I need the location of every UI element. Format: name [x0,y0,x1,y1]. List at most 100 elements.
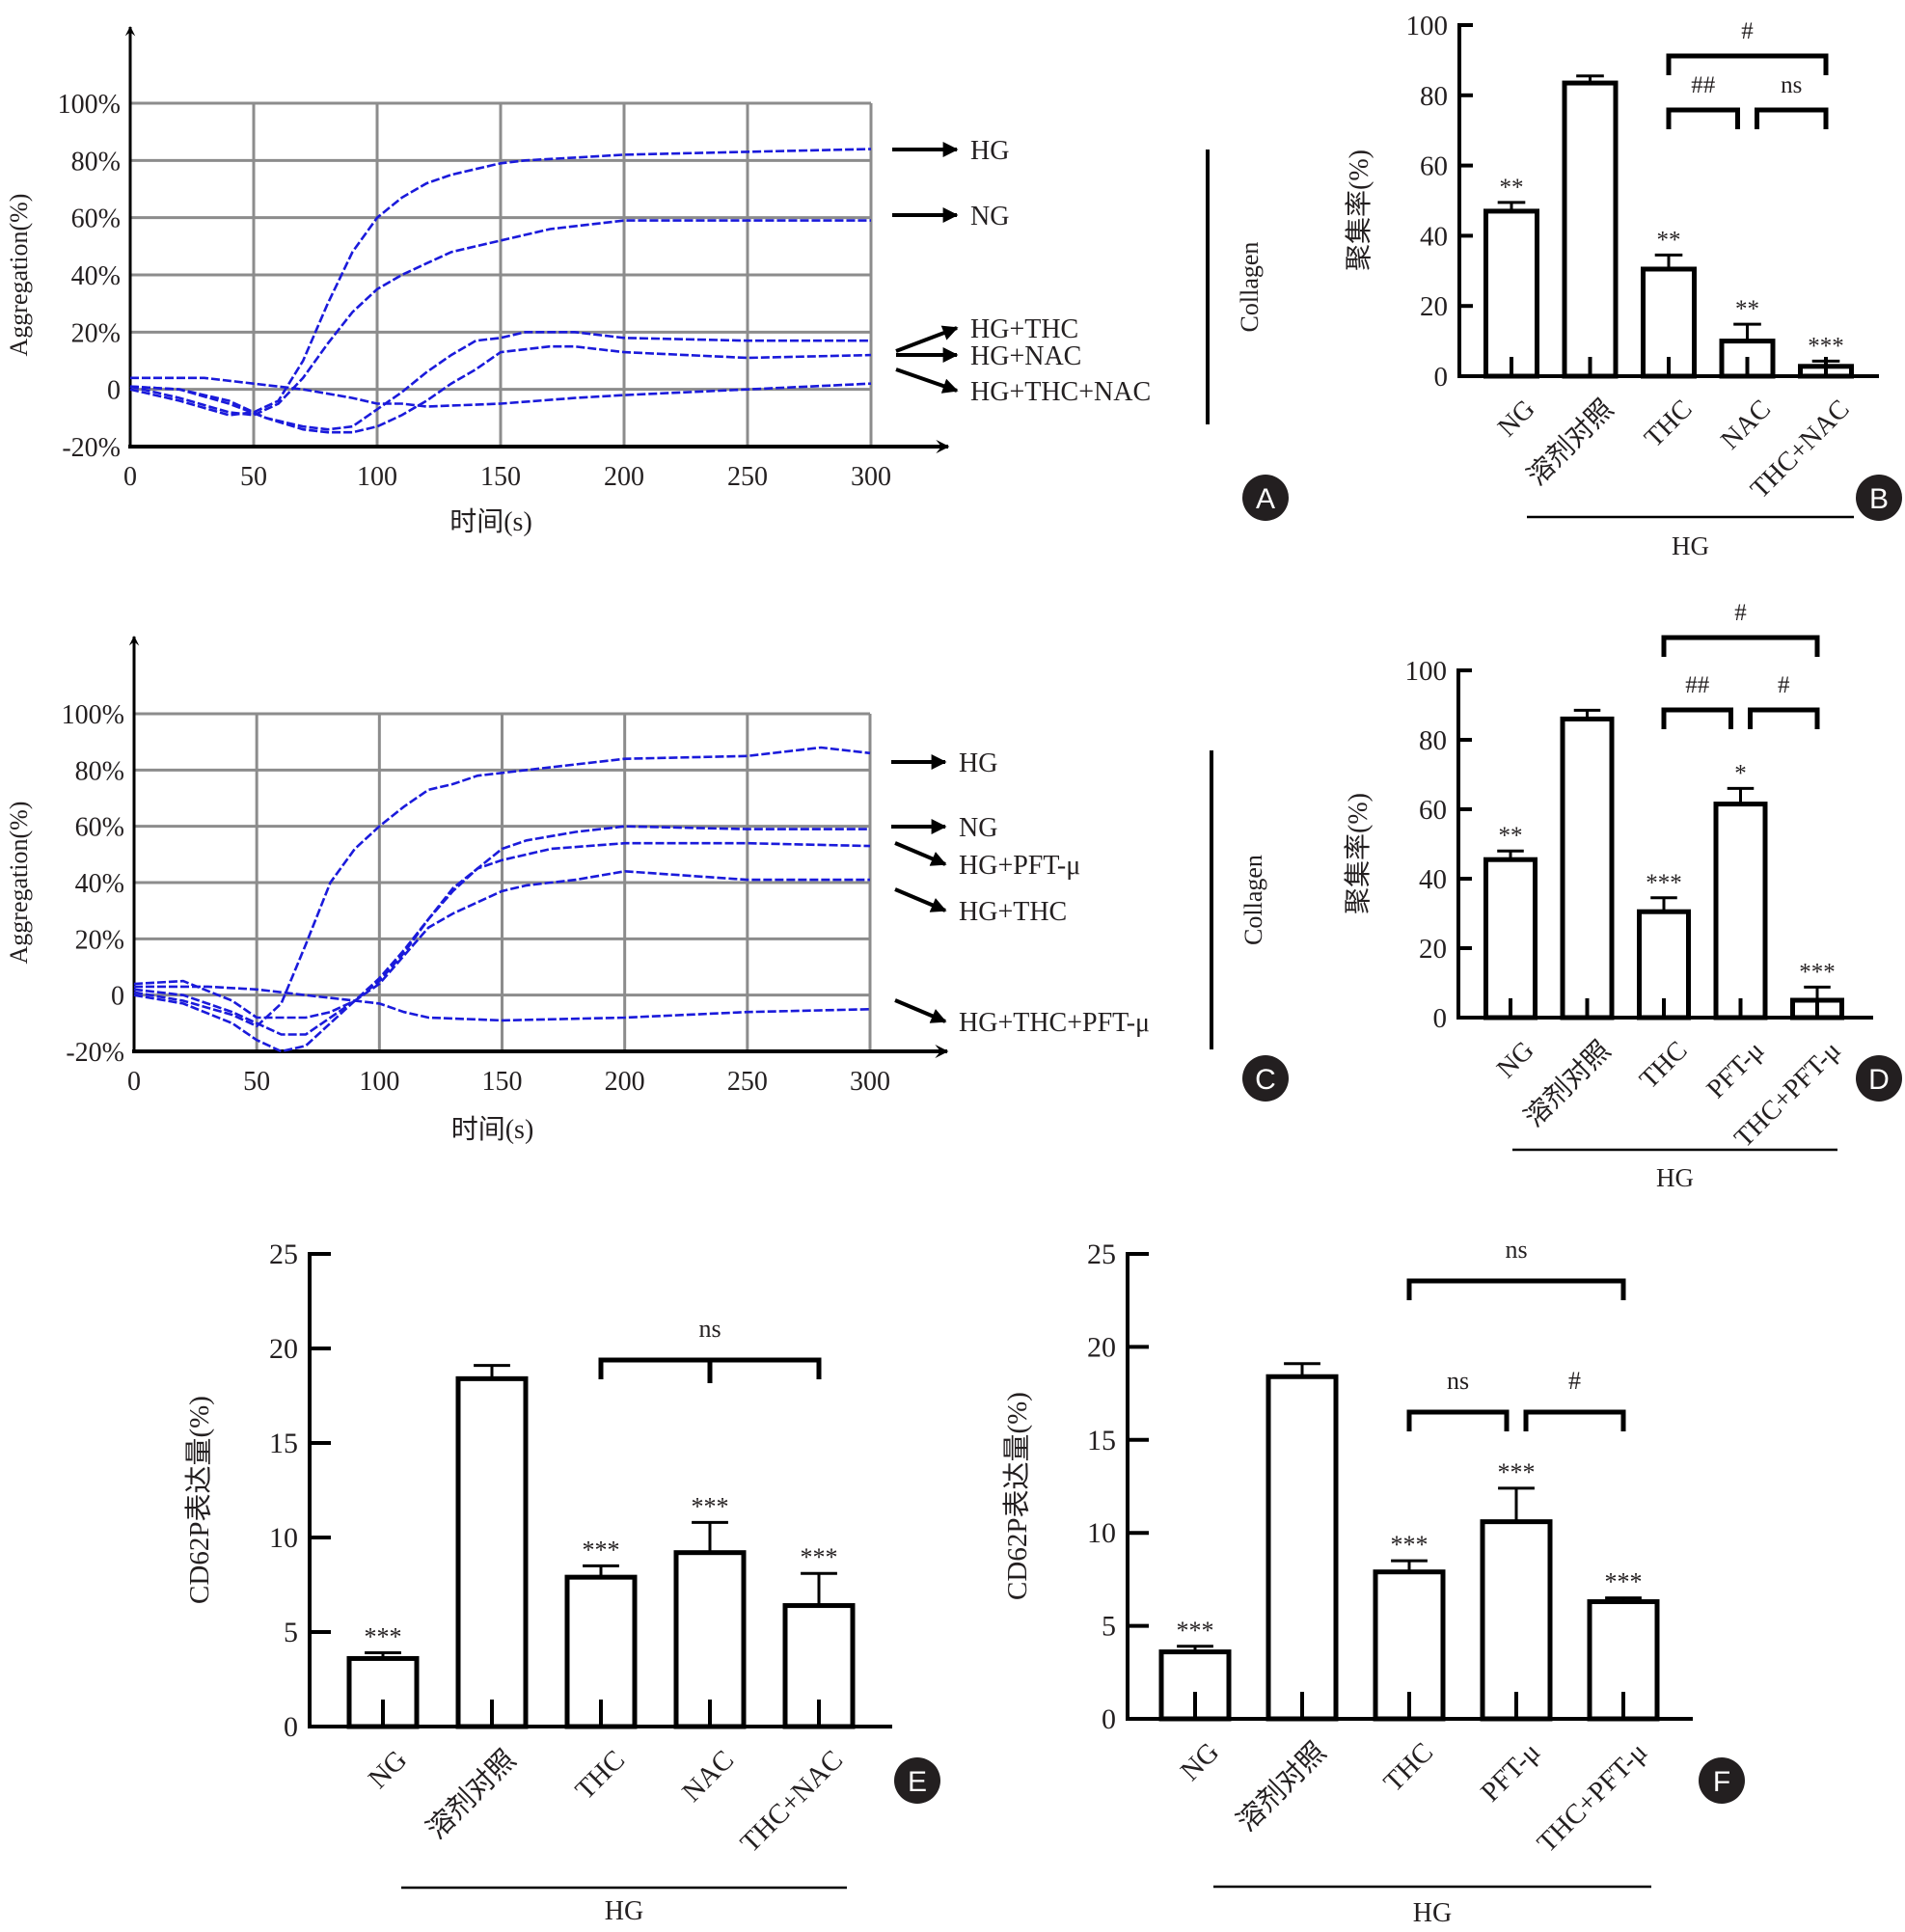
panel-c: -20%020%40%60%80%100%0 50 100 150 200 250 300时… [5,635,1267,1145]
y-tick-label: 25 [1087,1238,1116,1270]
x-tick-label: 150 [482,1067,523,1097]
category-label: 溶剂对照 [1521,394,1619,492]
significance-mark: *** [692,1492,729,1520]
category-label: THC+NAC [735,1744,850,1859]
significance-bracket [1406,1409,1510,1431]
pointer-arrow [894,998,947,1023]
category-label: PFT-μ [1701,1036,1770,1104]
category-label: NG [1175,1736,1225,1786]
y-tick-label: 60% [71,204,121,234]
y-tick-label: 0 [1102,1703,1116,1735]
y-tick-label: 20 [1420,291,1448,322]
badge-letter: B [1869,483,1889,515]
series-line-hg-pft- [133,841,871,1053]
bracket-label: ns [1447,1367,1469,1395]
y-tick-label: 0 [284,1711,298,1743]
significance-bracket [1661,635,1820,657]
y-tick-label: -20% [62,433,121,463]
series-label: HG+THC [959,897,1067,927]
bar-3 [1713,802,1768,1020]
series-label: HG+THC [970,314,1078,344]
panel-badge-d: D [1856,1055,1902,1102]
significance-mark: *** [1799,959,1836,985]
badge-circle [894,1757,940,1804]
x-tick-label: 150 [480,462,521,492]
y-tick-label: 100 [1405,656,1448,687]
collagen-label: Collagen [1236,242,1264,333]
y-tick-label: 5 [284,1617,298,1648]
badge-circle [1856,475,1902,521]
y-tick-label: 15 [1087,1425,1116,1456]
bar-3 [1480,1519,1553,1722]
significance-mark: *** [1605,1568,1643,1596]
y-tick-label: 0 [107,376,121,406]
category-label: NAC [676,1744,740,1808]
y-tick-label: 80 [1419,725,1447,756]
panel-a: -20%020%40%60%80%100%0 50 100 150 200 250 300时… [5,25,1264,537]
x-tick-label: 50 [243,1067,270,1097]
pointer-arrow [895,325,959,353]
bar-1 [1560,716,1615,1020]
series-label: NG [959,813,997,843]
y-tick-label: 15 [269,1428,298,1459]
x-tick-label: 200 [604,462,644,492]
badge-letter: E [908,1766,927,1798]
y-tick-label: 60 [1420,151,1448,182]
series-label: HG [959,748,997,778]
bracket-label: ## [1685,672,1710,698]
y-tick-label: 60% [75,813,124,843]
significance-bracket [1755,107,1829,129]
y-tick-label: 100% [58,90,121,120]
bar-1 [1265,1374,1339,1722]
y-tick-label: 100 [1406,11,1449,41]
category-label: THC [1634,1036,1694,1096]
x-tick-label: 250 [727,1067,768,1097]
collagen-label: Collagen [1239,855,1267,945]
significance-mark: ** [1657,227,1681,253]
series-label: HG+NAC [970,341,1081,371]
badge-circle [1856,1055,1902,1102]
pointer-arrow [895,367,959,394]
pointer-arrow [894,887,947,912]
x-tick-label: 100 [359,1067,399,1097]
y-tick-label: 80% [75,756,124,786]
x-tick-label: 50 [240,462,267,492]
category-label: PFT-μ [1475,1736,1546,1808]
significance-mark: *** [583,1536,620,1564]
bracket-label: ns [698,1315,721,1343]
significance-mark: ** [1499,823,1523,849]
category-label: THC [1377,1736,1439,1798]
y-tick-label: 20 [1419,934,1447,965]
y-tick-label: 20% [75,925,124,955]
y-tick-label: 10 [269,1522,298,1554]
significance-bracket [1661,707,1733,729]
bracket-label: # [1734,600,1747,626]
series-line-hg-nac [129,344,872,434]
panel-badge-b: B [1856,475,1902,521]
significance-bracket [1748,707,1820,729]
bar-0 [1483,208,1539,379]
series-label: HG [970,136,1009,166]
x-tick-label: 0 [123,462,137,492]
bracket-label: ns [1781,72,1802,98]
y-axis-title: Aggregation(%) [5,802,33,965]
bracket-label: ns [1505,1236,1527,1264]
badge-letter: C [1255,1064,1276,1096]
group-label: HG [1413,1898,1452,1928]
category-label: THC [569,1744,631,1806]
panel-f: 0 5 10 15 20 25 CD62P表达量(%) *** NG 溶剂对照 *** THC *** P… [1001,1236,1693,1928]
category-label: NAC [1715,395,1777,456]
significance-mark: * [1734,760,1747,786]
series-line-hg-thc-pft- [134,985,871,1022]
y-axis-title: 聚集率(%) [1344,150,1374,271]
y-tick-label: 20% [71,318,121,348]
series-line-ng [133,825,870,1036]
y-axis-title: CD62P表达量(%) [183,1396,215,1604]
significance-mark: *** [1808,333,1844,359]
x-tick-label: 250 [727,462,768,492]
x-axis-title: 时间(s) [451,1114,534,1145]
series-label: HG+PFT-μ [959,851,1080,881]
